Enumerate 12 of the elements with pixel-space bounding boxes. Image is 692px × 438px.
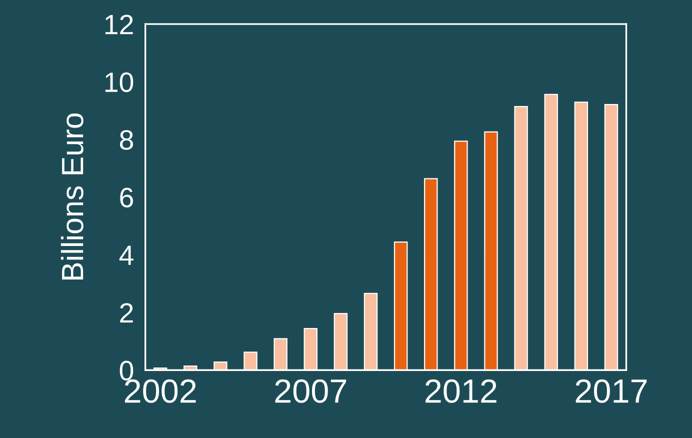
y-tick-label: 6 xyxy=(120,188,133,208)
y-tick-label: 12 xyxy=(105,14,133,34)
x-tick-label: 2012 xyxy=(426,379,496,403)
y-axis-title: Billions Euro xyxy=(60,113,84,280)
x-tick-label: 2002 xyxy=(124,379,196,403)
y-tick-label: 8 xyxy=(120,130,133,150)
y-tick-label: 4 xyxy=(119,246,134,265)
x-tick-label: 2007 xyxy=(275,379,346,403)
x-tick-label: 2017 xyxy=(576,379,647,403)
y-tick-label: 2 xyxy=(120,303,133,323)
y-tick-label: 10 xyxy=(105,72,134,92)
y-tick-label: 0 xyxy=(120,360,134,380)
